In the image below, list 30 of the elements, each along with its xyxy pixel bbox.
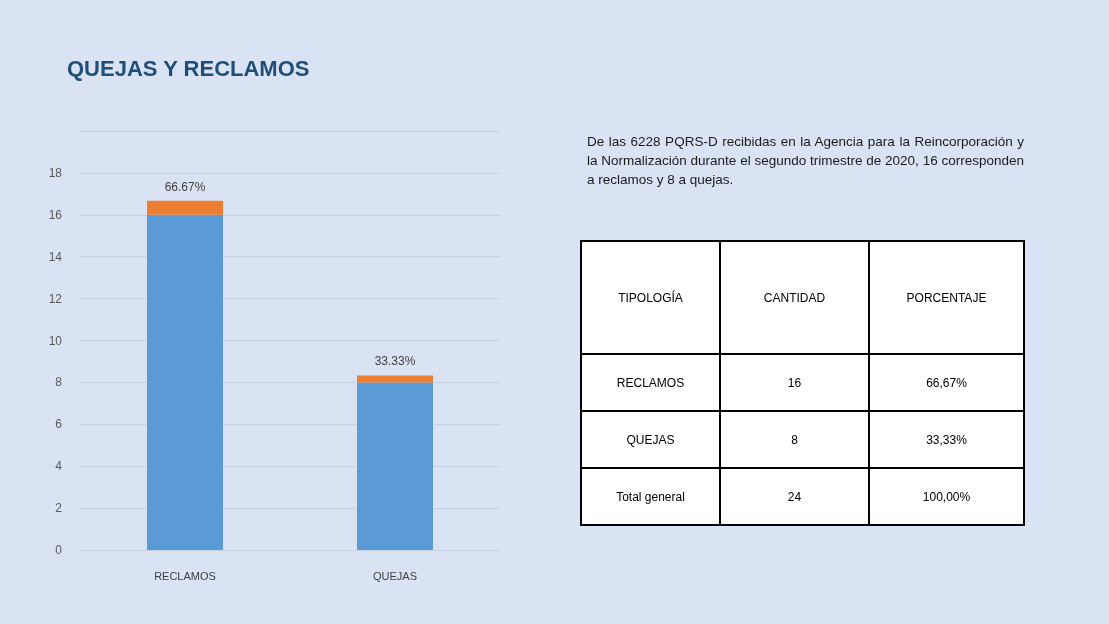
- text: 24: [720, 468, 869, 525]
- y-tick-label: 16: [48, 207, 63, 222]
- y-tick-label: 0: [55, 543, 63, 557]
- y-tick-label: 18: [48, 165, 63, 180]
- data-label: 66.67%: [164, 179, 206, 194]
- text: 16: [720, 354, 869, 411]
- text: De las 6228 PQRS-D recibidas en la Agencia para la Reincorporación y la Normalización durante el segundo trimestre de 2020, 16 corresponden a reclamos y 8 a quejas.: [587, 133, 1024, 189]
- text: 100,00%: [869, 468, 1024, 525]
- bar: [147, 214, 223, 550]
- text: 33,33%: [869, 411, 1024, 468]
- y-tick-label: 4: [55, 459, 63, 474]
- bar: [147, 200, 223, 215]
- y-tick-label: 2: [55, 501, 63, 516]
- y-tick-label: 12: [48, 291, 63, 306]
- text: Total general: [581, 468, 720, 525]
- text: TIPOLOGÍA: [581, 241, 720, 354]
- bar: [357, 382, 433, 550]
- y-tick-label: 6: [55, 417, 63, 432]
- y-tick-label: 14: [48, 249, 63, 264]
- text: 8: [720, 411, 869, 468]
- text: RECLAMOS: [581, 354, 720, 411]
- text: QUEJAS: [581, 411, 720, 468]
- bar: [357, 375, 433, 383]
- y-tick-label: 10: [48, 333, 63, 348]
- text: CANTIDAD: [720, 241, 869, 354]
- text: PORCENTAJE: [869, 241, 1024, 354]
- y-tick-label: 8: [55, 375, 63, 390]
- data-label: 33.33%: [374, 354, 416, 369]
- text: 66,67%: [869, 354, 1024, 411]
- chart-title: QUEJAS Y RECLAMOS: [67, 55, 310, 81]
